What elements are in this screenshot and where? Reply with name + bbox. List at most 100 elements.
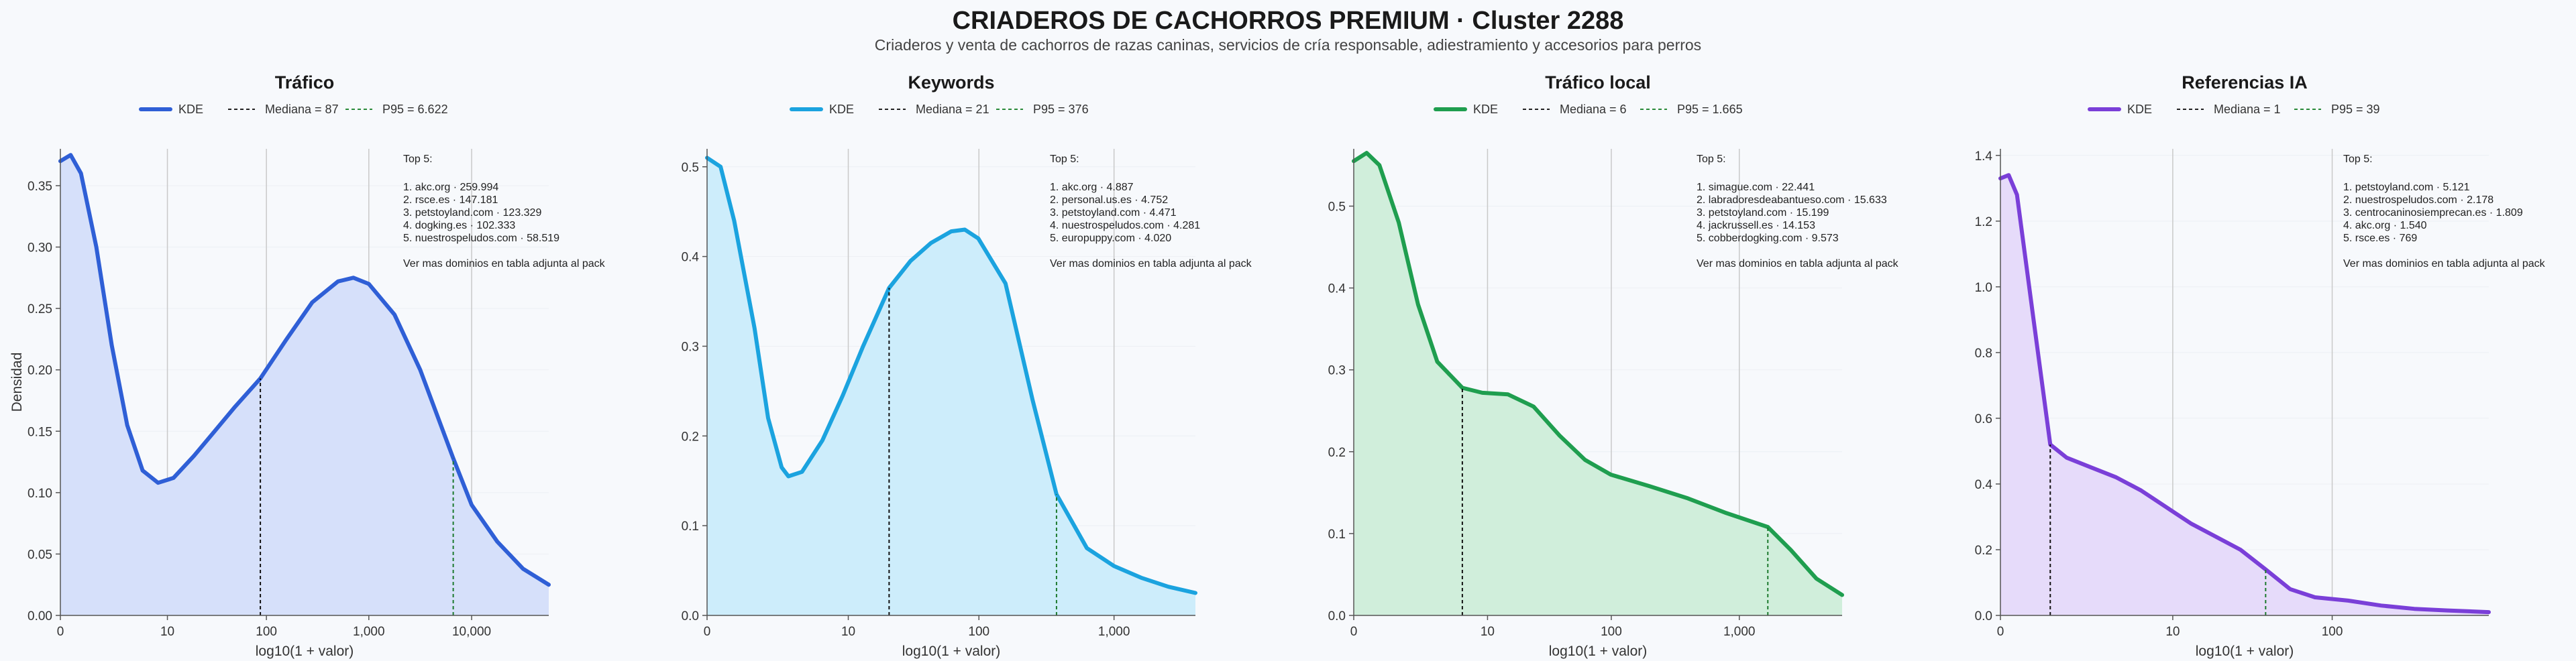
y-tick-label: 0.3	[682, 340, 699, 354]
top5-entry: 1. simague.com · 22.441	[1697, 182, 1815, 193]
kde-panel-1: Tráfico KDE Mediana = 87 P95 = 6.622 0.00 0.0…	[9, 72, 606, 659]
x-tick-label: 1,000	[1098, 625, 1130, 639]
y-tick-label: 0.6	[1975, 412, 1992, 426]
y-tick-label: 0.4	[682, 251, 700, 265]
page-subtitle: Criaderos y venta de cachorros de razas …	[874, 36, 1702, 54]
x-axis-label: log10(1 + valor)	[2196, 644, 2294, 659]
y-tick-label: 0.35	[28, 180, 52, 194]
top5-entry: 2. rsce.es · 147.181	[403, 194, 498, 206]
top5-entry: 5. cobberdogking.com · 9.573	[1697, 233, 1839, 244]
legend-kde-label: KDE	[1473, 103, 1498, 116]
x-tick-label: 1,000	[1723, 625, 1756, 639]
x-tick-label: 100	[968, 625, 989, 639]
y-tick-label: 1.4	[1975, 149, 1993, 164]
y-tick-label: 0.8	[1975, 347, 1992, 361]
top5-entry: 5. rsce.es · 769	[2343, 233, 2417, 244]
x-tick-label: 0	[1350, 625, 1358, 639]
kde-panel-2: Keywords KDE Mediana = 21 P95 = 376 0.0 0.1 0.…	[682, 72, 1252, 659]
y-tick-label: 1.0	[1975, 281, 1992, 295]
y-tick-label: 0.10	[28, 487, 52, 501]
y-tick-label: 0.20	[28, 364, 52, 378]
y-tick-label: 0.2	[682, 430, 699, 444]
top5-entry: 3. petstoyland.com · 123.329	[403, 207, 541, 219]
legend-kde-label: KDE	[178, 103, 203, 116]
y-tick-label: 0.30	[28, 241, 52, 255]
top5-entry: 1. akc.org · 259.994	[403, 182, 498, 193]
page-title: CRIADEROS DE CACHORROS PREMIUM · Cluster…	[952, 7, 1624, 35]
footer-note: Ver mas dominios en tabla adjunta al pac…	[403, 258, 606, 269]
top5-entry: 5. nuestrospeludos.com · 58.519	[403, 233, 559, 244]
legend-p95-label: P95 = 39	[2331, 103, 2380, 116]
top5-entry: 1. akc.org · 4.887	[1050, 182, 1134, 193]
top5-entry: 4. akc.org · 1.540	[2343, 220, 2427, 231]
y-tick-label: 0.5	[682, 161, 699, 175]
top5-entry: 3. petstoyland.com · 4.471	[1050, 207, 1177, 219]
x-tick-label: 1,000	[353, 625, 385, 639]
legend-p95-label: P95 = 1.665	[1677, 103, 1743, 116]
top5-entry: 1. petstoyland.com · 5.121	[2343, 182, 2470, 193]
y-tick-label: 0.5	[1328, 200, 1346, 214]
footer-note: Ver mas dominios en tabla adjunta al pac…	[1050, 258, 1252, 269]
y-tick-label: 0.3	[1328, 364, 1346, 378]
x-tick-label: 0	[704, 625, 711, 639]
legend-p95-label: P95 = 6.622	[382, 103, 448, 116]
x-tick-label: 10	[2165, 625, 2180, 639]
top5-entry: 4. jackrussell.es · 14.153	[1697, 220, 1815, 231]
x-tick-label: 100	[1601, 625, 1622, 639]
top5-heading: Top 5:	[2343, 154, 2373, 165]
top5-entry: 3. centrocaninosiemprecan.es · 1.809	[2343, 207, 2523, 219]
panel-title: Referencias IA	[2182, 72, 2308, 93]
y-tick-label: 0.05	[28, 548, 52, 562]
kde-area	[60, 155, 549, 615]
legend-kde-label: KDE	[829, 103, 854, 116]
top5-entry: 2. personal.us.es · 4.752	[1050, 194, 1168, 206]
y-tick-label: 0.1	[1328, 528, 1346, 542]
y-tick-label: 1.2	[1975, 215, 1992, 229]
y-tick-label: 0.4	[1975, 478, 1993, 492]
x-tick-label: 0	[57, 625, 64, 639]
kde-curve	[1998, 173, 2491, 615]
y-tick-label: 0.0	[1975, 609, 1992, 623]
panel-title: Tráfico local	[1545, 72, 1651, 93]
x-tick-label: 10,000	[452, 625, 491, 639]
y-tick-label: 0.25	[28, 302, 52, 316]
top5-entry: 4. nuestrospeludos.com · 4.281	[1050, 220, 1200, 231]
x-tick-label: 100	[256, 625, 277, 639]
kde-panel-3: Tráfico local KDE Mediana = 6 P95 = 1.665 0.…	[1328, 72, 1899, 659]
top5-heading: Top 5:	[403, 154, 433, 165]
x-axis-label: log10(1 + valor)	[256, 644, 354, 659]
legend-median-label: Mediana = 87	[265, 103, 339, 116]
x-tick-label: 10	[1481, 625, 1495, 639]
y-tick-label: 0.0	[682, 609, 699, 623]
x-axis-label: log10(1 + valor)	[1549, 644, 1648, 659]
footer-note: Ver mas dominios en tabla adjunta al pac…	[2343, 258, 2546, 269]
y-tick-label: 0.1	[682, 520, 699, 534]
top5-entry: 3. petstoyland.com · 15.199	[1697, 207, 1829, 219]
legend-median-label: Mediana = 6	[1560, 103, 1627, 116]
top5-heading: Top 5:	[1697, 154, 1726, 165]
y-tick-label: 0.00	[28, 609, 52, 623]
kde-curve	[1352, 151, 1844, 597]
top5-heading: Top 5:	[1050, 154, 1079, 165]
y-tick-label: 0.4	[1328, 282, 1346, 296]
x-tick-label: 10	[841, 625, 855, 639]
kde-area	[2000, 175, 2489, 615]
top5-entry: 2. nuestrospeludos.com · 2.178	[2343, 194, 2493, 206]
top5-entry: 5. europuppy.com · 4.020	[1050, 233, 1171, 244]
panel-title: Keywords	[908, 72, 994, 93]
footer-note: Ver mas dominios en tabla adjunta al pac…	[1697, 258, 1899, 269]
top5-entry: 4. dogking.es · 102.333	[403, 220, 515, 231]
y-tick-label: 0.2	[1328, 446, 1346, 460]
y-axis-label: Densidad	[9, 353, 25, 412]
kde-area	[1354, 153, 1842, 616]
y-tick-label: 0.0	[1328, 609, 1346, 623]
x-tick-label: 0	[1997, 625, 2004, 639]
legend-kde-label: KDE	[2127, 103, 2152, 116]
top5-entry: 2. labradoresdeabantueso.com · 15.633	[1697, 194, 1887, 206]
legend-p95-label: P95 = 376	[1033, 103, 1089, 116]
kde-panel-4: Referencias IA KDE Mediana = 1 P95 = 39 0.0 0…	[1975, 72, 2546, 659]
legend-median-label: Mediana = 1	[2214, 103, 2281, 116]
x-tick-label: 100	[2322, 625, 2343, 639]
